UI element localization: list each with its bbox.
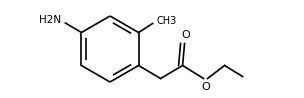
Text: O: O — [201, 83, 210, 93]
Text: CH3: CH3 — [157, 15, 177, 25]
Text: H2N: H2N — [39, 15, 61, 25]
Text: O: O — [181, 30, 190, 40]
